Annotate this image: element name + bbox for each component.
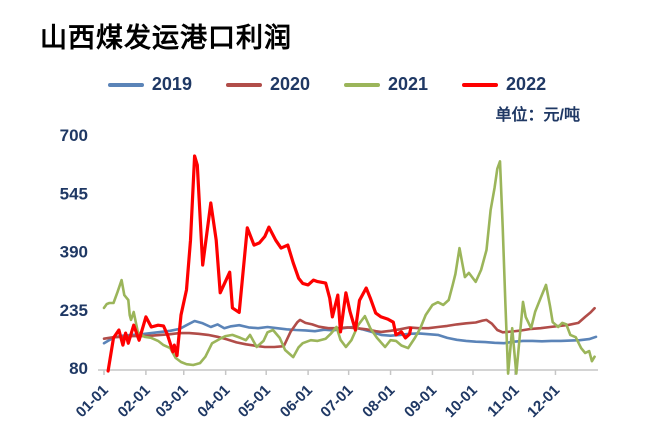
chart-legend: 2019 2020 2021 2022 — [0, 74, 654, 95]
x-axis-tick-label: 12-01 — [524, 382, 563, 421]
x-axis-tick-label: 04-01 — [194, 382, 233, 421]
x-axis-tick-label: 06-01 — [277, 382, 316, 421]
x-axis-tick-label: 03-01 — [152, 382, 191, 421]
legend-swatch-2019 — [107, 82, 144, 87]
legend-label-2020: 2020 — [269, 74, 310, 94]
legend-swatch-2021 — [344, 82, 380, 87]
x-axis-tick-label: 01-01 — [73, 382, 112, 421]
legend-item-2021: 2021 — [344, 74, 428, 95]
legend-swatch-2022 — [462, 82, 499, 87]
chart-title: 山西煤发运港口利润 — [40, 23, 292, 53]
x-axis-tick-label: 10-01 — [442, 382, 481, 421]
y-axis-tick-label: 235 — [60, 301, 88, 320]
x-axis-tick-label: 08-01 — [359, 382, 398, 421]
legend-item-2019: 2019 — [107, 74, 192, 95]
y-axis-tick-label: 700 — [60, 126, 88, 145]
x-axis-tick-label: 09-01 — [401, 382, 440, 421]
series-line-2022 — [106, 154, 413, 373]
legend-label-2021: 2021 — [388, 74, 429, 94]
y-axis-tick-label: 390 — [60, 243, 88, 262]
y-axis-tick-label: 545 — [60, 184, 88, 203]
y-axis-tick-label: 80 — [69, 359, 88, 378]
legend-label-2022: 2022 — [506, 74, 547, 94]
legend-swatch-2020 — [225, 82, 262, 87]
legend-item-2022: 2022 — [462, 74, 546, 95]
x-axis-tick-label: 05-01 — [235, 382, 274, 421]
legend-item-2020: 2020 — [225, 74, 310, 95]
legend-label-2019: 2019 — [151, 74, 192, 94]
x-axis-tick-label: 02-01 — [115, 382, 154, 421]
x-axis-tick-label: 07-01 — [317, 382, 356, 421]
unit-label: 单位：元/吨 — [495, 107, 580, 124]
x-axis-tick-label: 11-01 — [484, 382, 523, 421]
